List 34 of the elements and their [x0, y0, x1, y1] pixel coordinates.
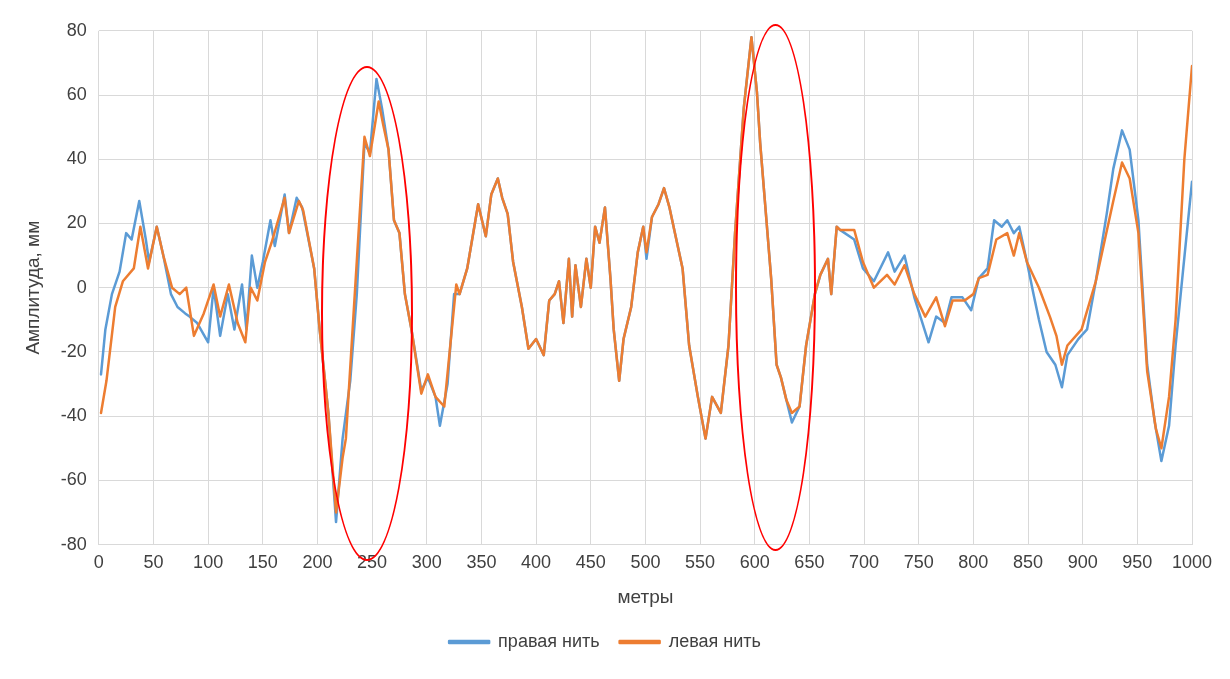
- y-tick-label: 20: [66, 212, 87, 233]
- y-tick-label: 60: [66, 83, 87, 104]
- y-tick-label: -60: [60, 469, 87, 490]
- y-axis-title: Амплитуда, мм: [21, 220, 43, 355]
- x-tick-label: 350: [466, 552, 497, 573]
- x-tick-label: 200: [302, 552, 333, 573]
- x-tick-label: 0: [93, 552, 104, 573]
- y-tick-label: -20: [60, 340, 87, 361]
- x-axis-title: метры: [617, 585, 674, 607]
- x-tick-label: 900: [1067, 552, 1098, 573]
- x-tick-label: 800: [958, 552, 989, 573]
- x-tick-label: 600: [739, 552, 770, 573]
- x-tick-label: 250: [357, 552, 388, 573]
- legend-label: правая нить: [498, 630, 600, 651]
- x-tick-label: 300: [411, 552, 442, 573]
- x-tick-label: 950: [1122, 552, 1153, 573]
- y-tick-label: 0: [76, 276, 87, 297]
- x-tick-label: 100: [193, 552, 224, 573]
- y-tick-label: 80: [66, 19, 87, 40]
- legend-label: левая нить: [668, 630, 761, 651]
- x-tick-label: 400: [521, 552, 552, 573]
- x-tick-label: 550: [685, 552, 716, 573]
- y-tick-label: -40: [60, 405, 87, 426]
- y-tick-label: 40: [66, 148, 87, 169]
- x-tick-label: 50: [143, 552, 164, 573]
- x-tick-label: 700: [849, 552, 880, 573]
- x-tick-label: 150: [247, 552, 278, 573]
- x-tick-label: 500: [630, 552, 661, 573]
- y-tick-label: -80: [60, 533, 87, 554]
- x-tick-label: 750: [903, 552, 934, 573]
- x-tick-label: 1000: [1171, 552, 1213, 573]
- x-tick-label: 850: [1013, 552, 1044, 573]
- x-tick-label: 650: [794, 552, 825, 573]
- x-tick-label: 450: [575, 552, 606, 573]
